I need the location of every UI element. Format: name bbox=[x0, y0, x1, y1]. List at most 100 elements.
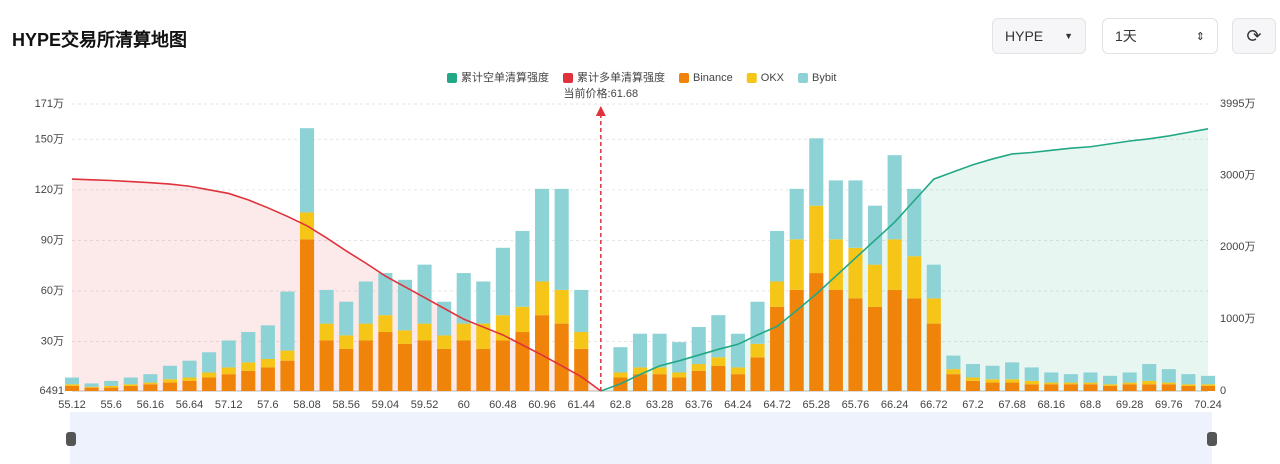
bar-segment bbox=[221, 367, 236, 375]
bar-segment bbox=[1005, 379, 1020, 383]
bar-segment bbox=[672, 372, 687, 378]
bar-segment bbox=[515, 230, 530, 307]
legend-swatch bbox=[746, 73, 757, 83]
bar-segment bbox=[417, 323, 432, 341]
bar-segment bbox=[632, 367, 648, 375]
bar-segment bbox=[809, 205, 824, 274]
x-tick-label: 63.76 bbox=[685, 399, 713, 411]
period-value: 1天 bbox=[1115, 28, 1137, 44]
x-tick-label: 64.24 bbox=[724, 399, 752, 411]
bar-segment bbox=[397, 279, 413, 331]
bar-segment bbox=[280, 291, 295, 351]
bar-segment bbox=[1200, 375, 1216, 385]
bar-segment bbox=[770, 306, 785, 391]
bar-segment bbox=[1142, 380, 1157, 385]
bar-segment bbox=[162, 382, 177, 391]
bar-segment bbox=[319, 340, 334, 391]
bar-segment bbox=[476, 323, 491, 349]
bar-segment bbox=[84, 387, 99, 391]
current-price-arrow bbox=[595, 106, 606, 116]
x-tick-label: 69.76 bbox=[1155, 399, 1183, 411]
x-tick-label: 58.08 bbox=[293, 399, 321, 411]
bar-segment bbox=[437, 335, 452, 349]
bar-segment bbox=[691, 370, 706, 391]
bar-segment bbox=[123, 384, 138, 386]
bar-segment bbox=[437, 348, 452, 391]
bar-segment bbox=[907, 298, 922, 391]
bar-segment bbox=[926, 323, 941, 391]
bar-segment bbox=[867, 205, 883, 265]
period-select[interactable]: 1天 ⇕ bbox=[1102, 18, 1218, 54]
x-tick-label: 56.16 bbox=[137, 399, 165, 411]
bar-segment bbox=[574, 289, 589, 333]
bar-segment bbox=[280, 360, 295, 391]
zoom-handle[interactable] bbox=[66, 432, 76, 446]
x-tick-label: 62.8 bbox=[610, 399, 631, 411]
bar-segment bbox=[84, 383, 99, 387]
bar-segment bbox=[946, 369, 961, 375]
bar-segment bbox=[1005, 362, 1020, 380]
bar-segment bbox=[730, 367, 745, 375]
symbol-select[interactable]: HYPE ▼ bbox=[992, 18, 1086, 54]
bar-segment bbox=[378, 315, 393, 333]
bar-segment bbox=[1122, 384, 1137, 391]
bar-segment bbox=[299, 239, 315, 391]
bar-segment bbox=[926, 298, 941, 324]
zoom-handle[interactable] bbox=[1207, 432, 1217, 446]
bar-segment bbox=[456, 323, 471, 341]
bar-segment bbox=[339, 348, 354, 391]
bar-segment bbox=[397, 343, 413, 391]
bar-segment bbox=[1103, 385, 1118, 391]
bar-segment bbox=[1161, 369, 1176, 383]
bar-segment bbox=[495, 247, 510, 316]
x-tick-label: 60 bbox=[458, 399, 470, 411]
x-tick-label: 58.56 bbox=[332, 399, 360, 411]
x-tick-label: 60.48 bbox=[489, 399, 517, 411]
bar-segment bbox=[750, 357, 765, 391]
bar-segment bbox=[750, 343, 765, 358]
spin-icon: ⇕ bbox=[1195, 30, 1205, 43]
bar-segment bbox=[711, 315, 726, 358]
bar-segment bbox=[417, 264, 432, 324]
cumulative-area bbox=[600, 128, 1208, 391]
bar-segment bbox=[339, 335, 354, 349]
bar-segment bbox=[123, 385, 138, 391]
bar-segment bbox=[965, 364, 981, 378]
legend-label: Bybit bbox=[812, 72, 836, 84]
bar-segment bbox=[809, 273, 824, 391]
legend-swatch bbox=[798, 73, 808, 83]
bar-segment bbox=[84, 386, 99, 388]
legend-swatch bbox=[563, 73, 573, 83]
bar-segment bbox=[1200, 385, 1216, 391]
refresh-button[interactable]: ⟳ bbox=[1232, 18, 1276, 54]
legend-label: 累计多单清算强度 bbox=[577, 70, 665, 84]
bar-segment bbox=[339, 301, 354, 336]
bar-segment bbox=[202, 372, 217, 378]
bar-segment bbox=[887, 289, 902, 391]
bar-segment bbox=[828, 180, 843, 240]
bar-segment bbox=[770, 230, 785, 282]
bar-segment bbox=[104, 385, 119, 388]
zoom-slider[interactable] bbox=[70, 412, 1212, 464]
bar-segment bbox=[1024, 367, 1039, 381]
y2-tick-label: 2000万 bbox=[1220, 241, 1255, 253]
cumulative-line bbox=[71, 178, 602, 392]
legend-swatch bbox=[679, 73, 689, 83]
bar-segment bbox=[1024, 384, 1039, 391]
bar-segment bbox=[260, 367, 275, 391]
bar-segment bbox=[867, 264, 883, 307]
bar-segment bbox=[456, 340, 471, 391]
bar-segment bbox=[848, 247, 863, 299]
bar-segment bbox=[515, 332, 530, 391]
bar-segment bbox=[104, 380, 119, 386]
x-tick-label: 63.28 bbox=[646, 399, 674, 411]
bar-segment bbox=[221, 374, 236, 391]
bar-segment bbox=[672, 377, 687, 391]
bar-segment bbox=[867, 306, 883, 391]
bar-segment bbox=[1083, 384, 1098, 391]
bar-segment bbox=[241, 370, 256, 391]
bar-segment bbox=[358, 340, 373, 391]
bar-segment bbox=[104, 387, 119, 391]
bar-segment bbox=[985, 382, 1000, 391]
